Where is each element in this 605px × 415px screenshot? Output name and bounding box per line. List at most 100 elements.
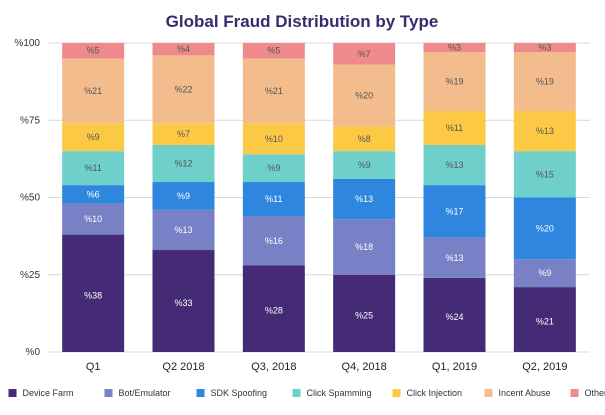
data-label: %7 [358,49,371,59]
bar-segment [333,151,396,179]
bar-segment [333,274,396,352]
data-label: %5 [267,46,280,56]
bar-stack: %33 %13 %9 %12 %7 %22 %4 [152,43,215,352]
grid-lines [48,42,590,353]
data-label: %13 [445,160,463,170]
bar-segment [333,178,396,220]
data-label: %9 [538,268,551,278]
legend-swatch [484,389,493,397]
legend-item: Click Injection [392,388,463,398]
x-category-label: Q4, 2018 [342,361,387,373]
legend-swatch [570,389,579,397]
data-label: %11 [265,194,282,204]
data-label: %19 [536,77,554,87]
legend-label: Click Injection [407,388,463,398]
legend: Device Farm Bot/Emulator SDK Spoofing Click… [8,388,605,398]
legend-item: Bot/Emulator [104,388,171,398]
bar-segment [333,219,396,275]
bar-segment [513,151,576,198]
bar-segment [152,55,215,124]
bar-segment [423,144,486,186]
legend-label: Other [585,388,605,398]
bar-segment [513,197,576,260]
data-label: %13 [445,253,463,263]
bar-segment [423,110,486,145]
legend-item: Click Spamming [292,388,372,398]
bar-segment [423,185,486,238]
y-tick-label: %75 [20,115,40,126]
bar-segment [152,123,215,145]
x-category-label: Q1 [86,361,101,373]
data-label: %24 [445,312,463,322]
data-label: %8 [358,134,371,144]
legend-item: Incent Abuse [484,388,551,398]
bar-segment [513,287,576,352]
data-label: %22 [174,84,192,94]
legend-item: Device Farm [8,388,74,398]
legend-swatch [8,389,17,397]
data-label: %33 [174,298,192,308]
data-label: %6 [87,189,100,199]
data-label: %5 [87,46,100,56]
x-axis-categories: Q1 Q2 2018 Q3, 2018 Q4, 2018 Q1, 2019 Q2, 201… [86,361,568,373]
y-tick-label: %25 [20,270,40,281]
data-label: %16 [265,236,283,246]
legend-swatch [292,389,301,397]
bar-segment [513,110,576,152]
bar-stack: %38 %10 %6 %11 %9 %21 %5 [62,43,125,352]
data-label: %25 [355,310,373,320]
y-axis-ticks: %0 %25 %50 %75 %100 [14,38,40,358]
x-category-label: Q2 2018 [162,361,204,373]
x-category-label: Q1, 2019 [432,361,477,373]
bar-stack: %28 %16 %11 %9 %10 %21 %5 [242,43,305,352]
bar-segment [333,126,396,152]
data-label: %10 [84,214,102,224]
bar-stack: %25 %18 %13 %9 %8 %20 %7 [333,43,396,352]
legend-label: Click Spamming [307,388,372,398]
bar-segment [423,43,486,53]
data-label: %3 [538,43,551,53]
data-label: %20 [355,91,373,101]
bar-segment [242,58,305,124]
data-label: %17 [445,206,463,216]
x-category-label: Q3, 2018 [251,361,296,373]
bar-stack: %21 %9 %20 %15 %13 %19 %3 [513,43,576,352]
bar-segment [62,203,125,235]
x-category-label: Q2, 2019 [522,361,567,373]
bar-segment [513,52,576,111]
chart-title: Global Fraud Distribution by Type [166,12,439,31]
bar-segment [242,265,305,352]
data-label: %13 [536,126,554,136]
legend-label: SDK Spoofing [211,388,268,398]
data-label: %9 [87,132,100,142]
bar-segment [152,144,215,183]
bar-segment [242,43,305,59]
data-label: %21 [265,86,283,96]
data-label: %18 [355,242,373,252]
data-label: %21 [84,86,102,96]
data-label: %4 [177,44,190,54]
bar-segment [242,182,305,217]
bar-segment [62,234,125,352]
legend-swatch [104,389,113,397]
bar-segment [423,52,486,111]
bar-segment [513,43,576,53]
bar-stack: %24 %13 %17 %13 %11 %19 %3 [423,43,486,352]
data-label: %7 [177,129,190,139]
data-label: %15 [536,169,554,179]
legend-label: Incent Abuse [499,388,551,398]
legend-item: SDK Spoofing [196,388,268,398]
data-label: %38 [84,290,102,300]
bar-segment [333,43,396,65]
bar-segment [62,123,125,152]
legend-label: Device Farm [23,388,74,398]
legend-label: Bot/Emulator [119,388,171,398]
data-label: %28 [265,306,283,316]
bar-segment [513,259,576,288]
bar-segment [62,58,125,124]
data-label: %20 [536,223,554,233]
data-label: %11 [84,163,101,173]
bars: %38 %10 %6 %11 %9 %21 %5 %33 %13 %9 %12 %7 %22 %4 %28%… [62,43,576,352]
